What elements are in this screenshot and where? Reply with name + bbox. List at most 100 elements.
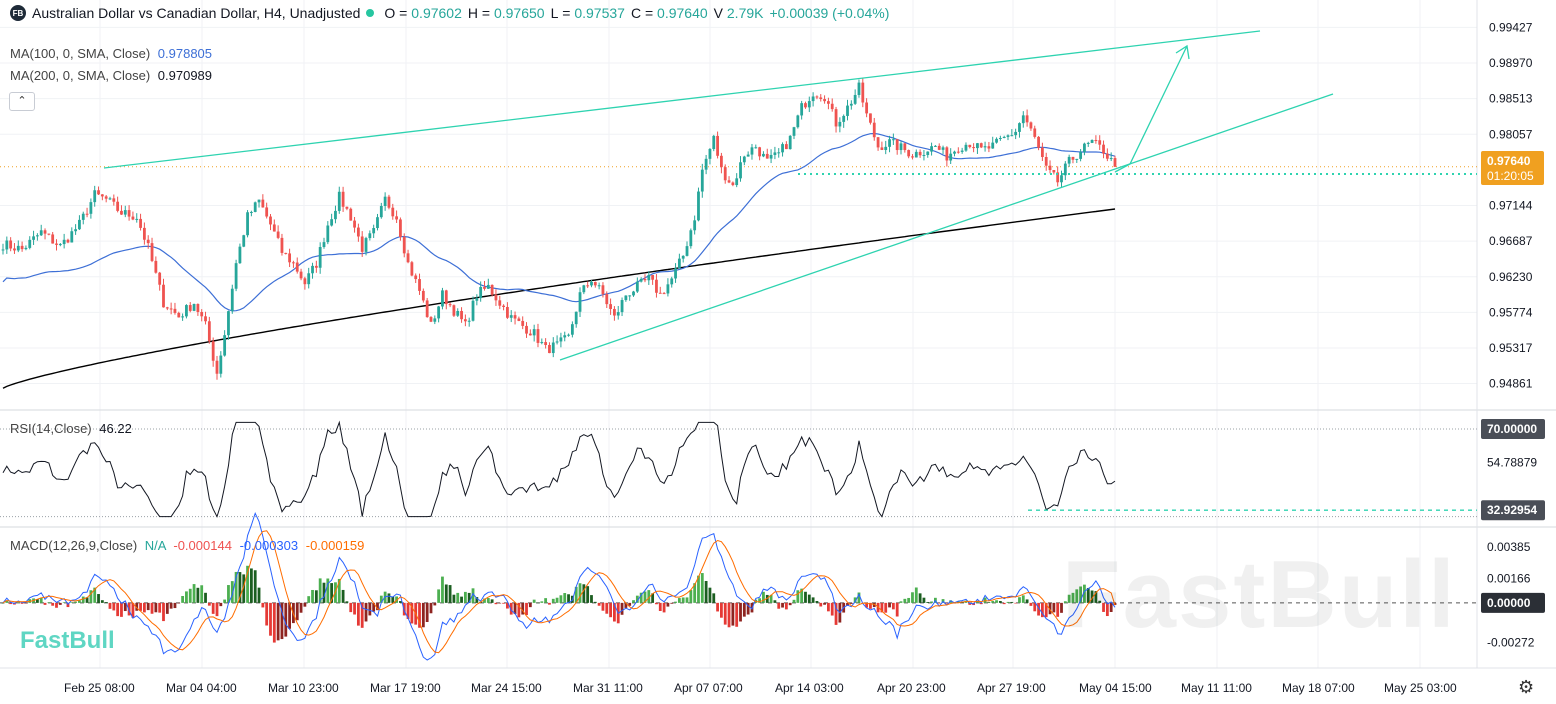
macd-histogram-bar: [655, 602, 658, 605]
macd-histogram-bar: [318, 578, 322, 603]
candle-body: [720, 155, 723, 168]
rsi-legend[interactable]: RSI(14,Close) 46.22: [10, 421, 132, 436]
candle-body: [681, 255, 685, 259]
candle-body: [1021, 115, 1025, 124]
macd-histogram-bar: [762, 591, 765, 603]
candle-body: [192, 303, 196, 311]
candle-body: [429, 317, 433, 322]
candle-body: [700, 169, 704, 192]
rsi-tick-tag: [1481, 500, 1545, 521]
candle-body: [972, 147, 976, 149]
macd-histogram-bar: [804, 591, 807, 603]
macd-histogram-bar: [372, 602, 376, 612]
candle-body: [127, 210, 131, 217]
macd-histogram-bar: [513, 602, 517, 615]
macd-legend[interactable]: MACD(12,26,9,Close) N/A -0.000144 -0.000…: [10, 538, 364, 553]
candle-body: [578, 292, 582, 312]
candle-body: [1105, 153, 1109, 159]
candle-body: [391, 207, 395, 217]
macd-histogram-bar: [483, 598, 486, 603]
candle-body: [968, 144, 972, 148]
macd-histogram-bar: [807, 594, 811, 603]
candle-body: [811, 96, 815, 102]
candle-body: [265, 207, 269, 217]
gear-icon[interactable]: ⚙: [1518, 677, 1535, 697]
macd-histogram-bar: [853, 597, 857, 603]
macd-histogram-bar: [1037, 602, 1040, 616]
macd-tick-label: 0.00000: [1487, 596, 1531, 610]
macd-histogram-bar: [471, 588, 475, 603]
rsi-line: [2, 420, 1116, 518]
macd-histogram-bar: [441, 576, 444, 603]
candle-body: [376, 217, 379, 229]
macd-histogram-bar: [467, 592, 471, 603]
candle-body: [613, 308, 616, 316]
candle-body: [773, 152, 777, 155]
candle-body: [93, 190, 97, 203]
macd-histogram-bar: [150, 602, 154, 614]
macd-histogram-bar: [922, 597, 926, 603]
close-label: C: [630, 5, 642, 21]
macd-histogram-bar: [406, 602, 410, 620]
macd-histogram-bar: [540, 601, 544, 603]
macd-histogram-bar: [987, 602, 991, 603]
macd-histogram-bar: [624, 602, 628, 608]
candle-body: [746, 154, 750, 157]
macd-histogram-bar: [998, 601, 1002, 603]
macd-histogram-bar: [1029, 602, 1033, 606]
macd-histogram-bar: [555, 597, 559, 603]
candle-body: [781, 144, 784, 153]
candle-body: [341, 191, 345, 207]
candle-body: [945, 147, 949, 161]
candle-body: [647, 275, 651, 281]
macd-histogram-bar: [846, 602, 849, 606]
candle-body: [345, 206, 349, 209]
macd-histogram-bar: [116, 602, 120, 617]
candle-body: [677, 258, 681, 269]
macd-histogram-bar: [97, 594, 100, 603]
candle-body: [43, 230, 47, 234]
candle-body: [387, 196, 391, 208]
macd-tick-label: -0.00272: [1487, 635, 1535, 649]
macd-histogram-bar: [586, 586, 590, 603]
price-tick-label: 0.98057: [1489, 127, 1533, 141]
candle-body: [880, 147, 884, 150]
ma100-legend[interactable]: MA(100, 0, SMA, Close) 0.978805: [10, 46, 212, 61]
macd-histogram-bar: [181, 596, 185, 603]
candle-body: [804, 103, 807, 108]
macd-histogram-bar: [834, 602, 838, 625]
ma200-legend[interactable]: MA(200, 0, SMA, Close) 0.970989: [10, 68, 212, 83]
candle-body: [47, 233, 51, 235]
candle-body: [272, 224, 276, 232]
macd-histogram-bar: [1048, 602, 1052, 615]
macd-histogram-bar: [796, 590, 800, 603]
rsi-tick-tag: [1481, 418, 1545, 439]
macd-na: N/A: [144, 538, 166, 553]
candle-body: [685, 246, 689, 256]
candle-body: [532, 329, 536, 336]
rsi-tick-label: 70.00000: [1487, 422, 1537, 436]
candle-body: [735, 178, 739, 186]
candle-body: [112, 198, 116, 202]
candle-body: [620, 300, 624, 313]
candle-body: [32, 236, 35, 240]
macd-histogram-bar: [448, 585, 452, 603]
candle-body: [303, 278, 307, 285]
macd-histogram-bar: [288, 602, 291, 629]
candle-body: [223, 335, 227, 356]
macd-histogram-bar: [35, 599, 39, 603]
candle-body: [891, 139, 895, 141]
candle-body: [379, 206, 383, 218]
macd-histogram-bar: [876, 602, 880, 613]
macd-histogram-bar: [123, 602, 127, 612]
candle-body: [777, 152, 781, 154]
candle-body: [16, 245, 20, 251]
collapse-legend-button[interactable]: ⌃: [9, 92, 35, 111]
candle-body: [479, 286, 483, 299]
candle-body: [693, 220, 697, 231]
macd-histogram-bar: [169, 602, 173, 609]
macd-hist-value: -0.000144: [173, 538, 232, 553]
candle-body: [635, 281, 639, 292]
candle-body: [876, 137, 880, 148]
